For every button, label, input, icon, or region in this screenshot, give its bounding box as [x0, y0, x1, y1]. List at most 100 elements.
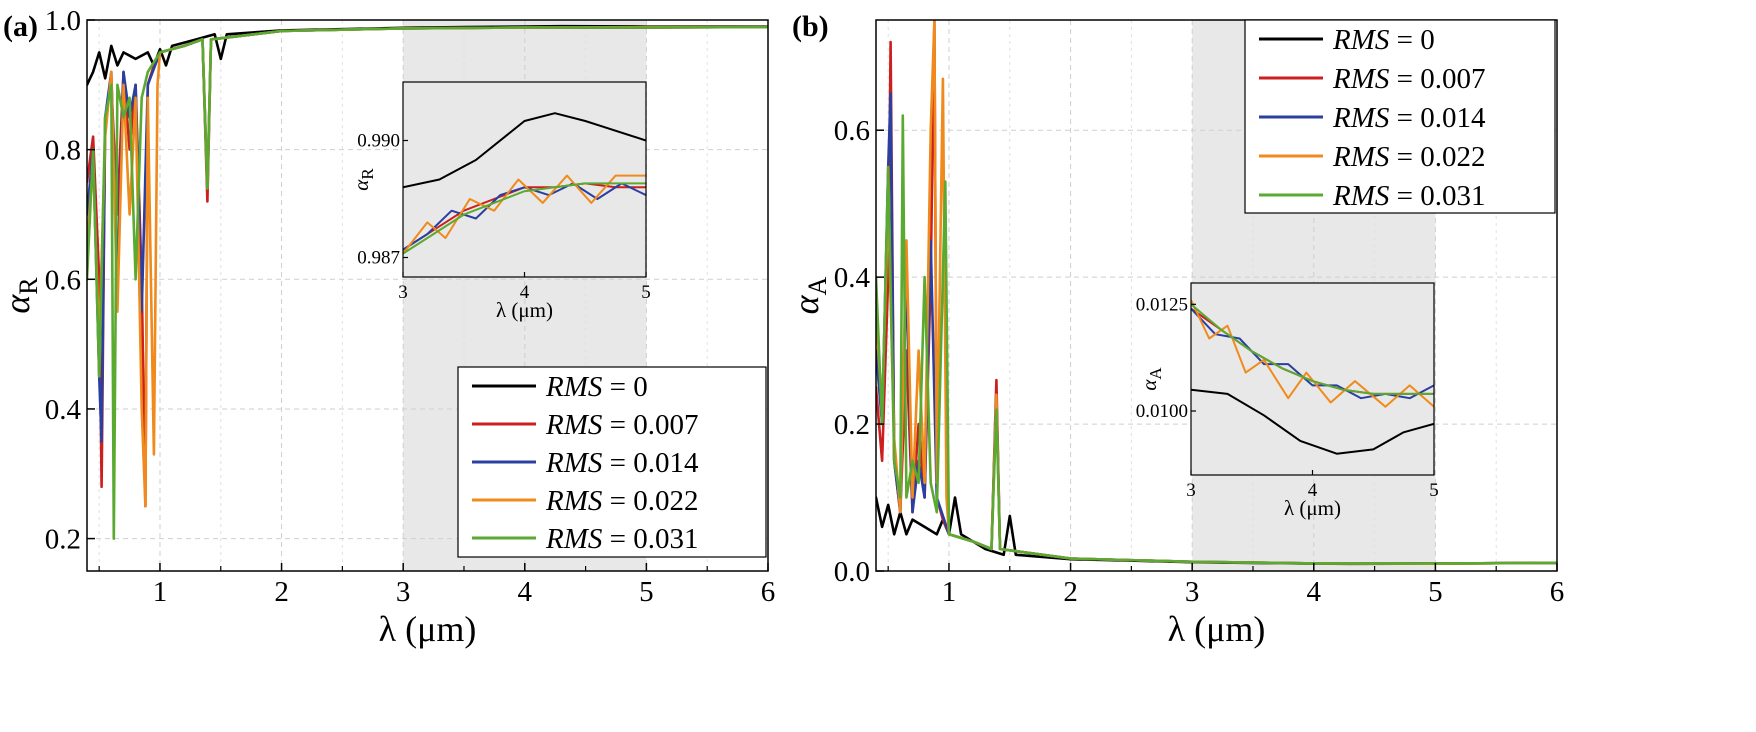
y-tick-label: 0.8: [45, 135, 81, 167]
legend-entry-value: = 0.022: [1389, 141, 1485, 173]
legend-entry-var: RMS: [545, 409, 603, 441]
legend-entry-var: RMS: [545, 485, 603, 517]
y-tick-label: 0.2: [45, 524, 81, 556]
inset-y-tick-label: 0.987: [357, 248, 400, 269]
x-tick-label: 5: [1428, 576, 1443, 608]
legend-entry-0: RMS = 0: [545, 371, 648, 403]
inset-series-line-3: [403, 174, 646, 255]
legend-entry-4: RMS = 0.031: [1332, 180, 1485, 212]
x-tick-label: 1: [942, 576, 957, 608]
inset-series-group: [1191, 299, 1434, 455]
series-line-4: [87, 25, 768, 540]
legend-entry-3: RMS = 0.022: [545, 485, 698, 517]
panel-b: 1 2 3 4 5 60.00.20.40.6λ (μm)αA(b)3 4 50.01000.…: [786, 10, 1564, 649]
inset-x-axis-title: λ (μm): [496, 298, 553, 322]
inset-y-axis-title-main: α: [1137, 379, 1161, 391]
inset-x-tick-label: 3: [398, 282, 408, 303]
legend-entry-1: RMS = 0.007: [545, 409, 698, 441]
inset-series-line-0: [403, 112, 646, 189]
x-tick-label: 4: [1307, 576, 1322, 608]
x-tick-label: 3: [1185, 576, 1200, 608]
inset-series-line-2: [403, 182, 646, 251]
inset-y-axis-title: αR: [349, 168, 377, 191]
y-axis-title-main: α: [0, 294, 37, 314]
y-tick-label: 0.2: [834, 409, 870, 441]
plot-frame: [875, 19, 1558, 572]
legend-entry-value: = 0.014: [1389, 102, 1486, 134]
y-axis-title-sub: A: [803, 276, 832, 295]
legend-entry-value: = 0.022: [602, 485, 698, 517]
panel-label: (b): [792, 10, 829, 43]
legend-entry-var: RMS: [545, 371, 603, 403]
panel-a: 1 2 3 4 5 60.20.40.60.81.0λ (μm)αR(a)3 4 50.987…: [0, 5, 775, 649]
series-line-4: [876, 114, 1557, 565]
x-tick-label: 3: [396, 576, 411, 608]
plot-frame: [86, 19, 769, 572]
x-tick-label: 5: [639, 576, 654, 608]
x-axis-title: λ (μm): [379, 609, 477, 649]
inset-x-tick-label: 5: [641, 282, 651, 303]
inset-background: [403, 82, 646, 277]
series-group: [876, 20, 1557, 566]
inset-series-line-3: [1191, 299, 1434, 408]
y-tick-label: 0.6: [834, 115, 870, 147]
inset-series-line-4: [403, 182, 646, 255]
legend-entry-var: RMS: [1332, 63, 1390, 95]
legend-entry-value: = 0: [1389, 24, 1434, 56]
inset-y-tick-label: 0.0100: [1136, 401, 1188, 422]
inset-y-tick-label: 0.0125: [1136, 294, 1188, 315]
legend-entry-2: RMS = 0.014: [1332, 102, 1486, 134]
legend-entry-value: = 0.007: [602, 409, 698, 441]
inset-y-axis-title: αA: [1137, 367, 1165, 391]
x-tick-label: 6: [761, 576, 776, 608]
series-group: [87, 24, 768, 540]
inset-y-axis-title-sub: R: [358, 168, 377, 180]
x-tick-label: 1: [153, 576, 168, 608]
legend-entry-value: = 0.031: [602, 523, 698, 555]
legend-entry-value: = 0.031: [1389, 180, 1485, 212]
legend-entry-0: RMS = 0: [1332, 24, 1435, 56]
x-axis-title: λ (μm): [1168, 609, 1266, 649]
legend-entry-1: RMS = 0.007: [1332, 63, 1485, 95]
inset-series-line-0: [1191, 388, 1434, 455]
x-tick-label: 2: [1063, 576, 1078, 608]
inset-y-axis-title-sub: A: [1146, 367, 1165, 380]
legend-entry-value: = 0.014: [602, 447, 699, 479]
inset-x-axis-title: λ (μm): [1284, 496, 1341, 520]
legend-entry-var: RMS: [545, 447, 603, 479]
legend-entry-4: RMS = 0.031: [545, 523, 698, 555]
legend-entry-value: = 0: [602, 371, 647, 403]
y-axis-title-main: α: [786, 294, 826, 314]
x-tick-label: 6: [1550, 576, 1565, 608]
legend-entry-2: RMS = 0.014: [545, 447, 699, 479]
inset-series-group: [403, 112, 646, 255]
y-tick-label: 0.0: [834, 556, 870, 588]
inset-y-axis-title-main: α: [349, 179, 373, 191]
inset: 3 4 5 0.0100 0.0125 λ (μm) αA: [1136, 282, 1439, 520]
y-axis-title: αA: [786, 276, 832, 314]
y-tick-label: 0.4: [834, 262, 871, 294]
x-tick-label: 2: [274, 576, 289, 608]
legend-entry-3: RMS = 0.022: [1332, 141, 1485, 173]
inset-x-tick-label: 4: [1308, 480, 1318, 501]
inset-x-tick-label: 4: [520, 282, 530, 303]
legend-entry-var: RMS: [545, 523, 603, 555]
y-tick-label: 0.6: [45, 264, 81, 296]
legend-entry-var: RMS: [1332, 24, 1390, 56]
y-axis-title: αR: [0, 277, 43, 314]
inset-y-tick-label: 0.990: [357, 131, 400, 152]
legend-entry-value: = 0.007: [1389, 63, 1485, 95]
legend-entry-var: RMS: [1332, 141, 1390, 173]
y-tick-label: 1.0: [45, 5, 81, 37]
inset: 3 4 5 0.987 0.990 λ (μm) αR: [349, 81, 651, 322]
inset-x-tick-label: 3: [1186, 480, 1196, 501]
legend-entry-var: RMS: [1332, 102, 1390, 134]
inset-series-line-4: [1191, 303, 1434, 395]
y-tick-label: 0.4: [45, 394, 82, 426]
y-axis-title-sub: R: [14, 277, 43, 295]
inset-x-tick-label: 5: [1429, 480, 1439, 501]
panel-label: (a): [3, 10, 38, 43]
